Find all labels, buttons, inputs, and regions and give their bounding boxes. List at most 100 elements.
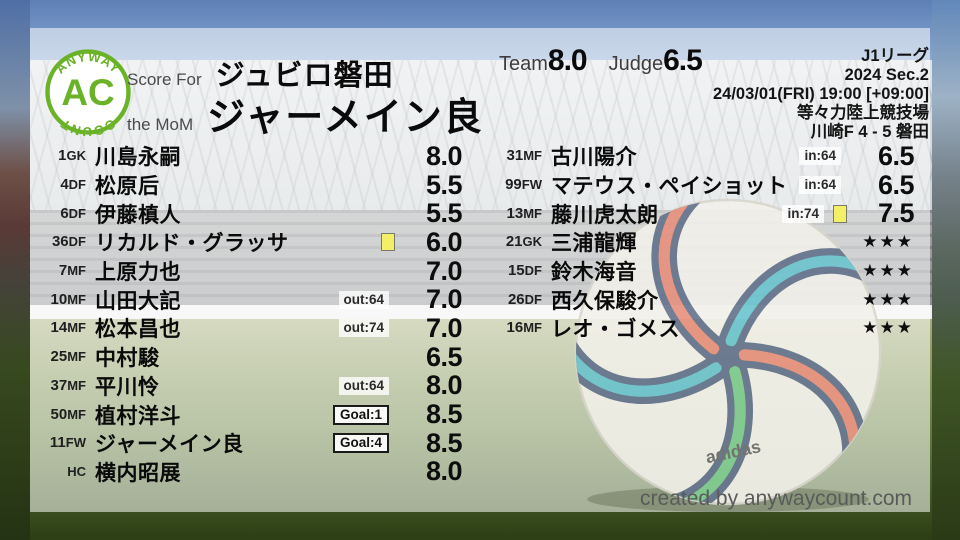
player-number-position: 13MF [494, 205, 542, 223]
player-name: 西久保駿介 [551, 289, 659, 313]
substitution-badge: in:64 [799, 147, 841, 166]
player-position: MF [523, 148, 542, 164]
logo-center-text: AC [61, 72, 114, 113]
player-number: 36 [51, 233, 69, 251]
player-position: MF [523, 320, 542, 336]
player-rating-stars: ★★★ [862, 232, 914, 252]
player-rating: 8.0 [425, 456, 463, 487]
player-position: HC [67, 463, 86, 479]
player-name: 中村駿 [95, 347, 160, 371]
player-number-position: 1GK [38, 147, 86, 165]
player-number-position: 21GK [494, 233, 542, 251]
player-name: 松本昌也 [95, 318, 181, 342]
player-row: 11FW ジャーメイン良 Goal:4 8.5 [38, 427, 463, 458]
player-rating: 5.5 [425, 169, 463, 200]
substitution-badge: out:64 [338, 376, 389, 395]
team-score-value: 8.0 [547, 44, 588, 77]
player-number-position: 37MF [38, 377, 86, 395]
player-row: 1GK 川島永嗣 8.0 [38, 141, 462, 171]
judge-score-value: 6.5 [663, 44, 703, 77]
player-position: DF [68, 177, 86, 193]
player-row: HC 横内昭展 8.0 [38, 456, 463, 487]
player-row: 25MF 中村駿 6.5 [38, 341, 463, 372]
player-rating: 7.0 [425, 255, 463, 286]
player-name: 松原后 [95, 175, 160, 199]
substitution-badge: out:64 [338, 290, 389, 309]
player-number-position: 26DF [494, 291, 542, 309]
player-name: 平川怜 [95, 375, 160, 399]
player-row: 37MF 平川怜 out:64 8.0 [38, 370, 463, 400]
goal-badge: Goal:1 [332, 404, 389, 425]
player-rating: 6.5 [425, 341, 463, 372]
player-rating: 8.5 [425, 399, 463, 430]
league-name: J1リーグ [861, 47, 929, 65]
mom-name: ジャーメイン良 [207, 97, 484, 139]
player-rating: 7.0 [425, 312, 463, 343]
soccer-ball: adidas [574, 198, 882, 512]
player-position: DF [524, 291, 542, 307]
player-name: 伊藤槙人 [95, 203, 181, 227]
mom-label: the MoM [127, 115, 194, 134]
player-name: 山田大記 [95, 289, 181, 313]
player-row: 14MF 松本昌也 out:74 7.0 [38, 312, 463, 343]
player-name: 藤川虎太朗 [551, 203, 659, 227]
season-section: 2024 Sec.2 [844, 66, 929, 84]
player-number-position: 14MF [38, 319, 86, 337]
team-score-label: Team [499, 53, 548, 75]
player-position: FW [521, 177, 542, 193]
player-row: 50MF 植村洋斗 Goal:1 8.5 [38, 399, 463, 430]
player-number: 15 [507, 262, 525, 280]
player-number: 25 [50, 348, 68, 366]
team-name: ジュビロ磐田 [215, 60, 394, 92]
player-number-position: HC [38, 463, 86, 481]
player-rating: 6.5 [877, 140, 915, 171]
player-rating: 7.0 [425, 284, 463, 315]
player-name: ジャーメイン良 [95, 433, 244, 457]
player-number-position: 4DF [38, 176, 86, 194]
player-row: 99FW マテウス・ペイショット in:64 6.5 [494, 169, 915, 200]
photo-left-edge [0, 0, 30, 540]
yellow-card-icon [381, 233, 395, 252]
credit-text: created by anywaycount.com [640, 487, 912, 510]
player-position: MF [67, 377, 86, 393]
player-row: 15DF 鈴木海音 ★★★ [494, 257, 914, 286]
player-number: 10 [50, 290, 68, 308]
player-rating: 6.0 [425, 226, 463, 257]
substitution-badge: in:74 [782, 204, 824, 223]
player-position: DF [68, 234, 86, 250]
match-datetime: 24/03/01(FRI) 19:00 [+09:00] [713, 85, 929, 103]
player-name: 鈴木海音 [551, 261, 637, 285]
player-number-position: 36DF [38, 233, 86, 251]
player-number-position: 10MF [38, 291, 86, 309]
player-number-position: 7MF [38, 262, 86, 280]
player-name: マテウス・ペイショット [551, 175, 788, 199]
goal-badge: Goal:4 [332, 433, 389, 454]
player-position: DF [524, 263, 542, 279]
player-position: FW [65, 435, 86, 451]
substitution-badge: in:64 [799, 176, 841, 195]
player-number-position: 16MF [494, 319, 542, 337]
player-position: MF [67, 320, 86, 336]
player-row: 13MF 藤川虎太朗 in:74 7.5 [494, 198, 915, 229]
player-position: GK [522, 234, 543, 250]
player-rating: 7.5 [877, 198, 915, 229]
player-number: 1 [58, 147, 67, 165]
player-number-position: 15DF [494, 262, 542, 280]
player-rating-stars: ★★★ [862, 289, 914, 309]
player-row: 7MF 上原力也 7.0 [38, 255, 463, 286]
player-rating: 6.5 [877, 169, 915, 200]
player-row: 16MF レオ・ゴメス ★★★ [494, 314, 914, 343]
player-row: 6DF 伊藤槙人 5.5 [38, 198, 462, 228]
subs-list: 31MF 古川陽介 in:64 6.5 99FW マテウス・ペイショット in:64 6.5 1… [494, 140, 915, 343]
player-number: 50 [50, 405, 68, 423]
player-number: 99 [505, 176, 522, 194]
photo-right-edge [932, 0, 960, 540]
player-rating: 8.5 [425, 427, 463, 458]
score-board: Team 8.0 Judge 6.5 [499, 44, 703, 78]
player-position: MF [67, 349, 86, 365]
anywaycount-logo: ANYWAY AC COUNT [45, 49, 131, 136]
player-number-position: 11FW [38, 434, 86, 452]
score-for-line: Score For ジュビロ磐田 [127, 52, 394, 94]
player-number: 7 [58, 262, 68, 280]
player-number: 26 [507, 290, 525, 308]
